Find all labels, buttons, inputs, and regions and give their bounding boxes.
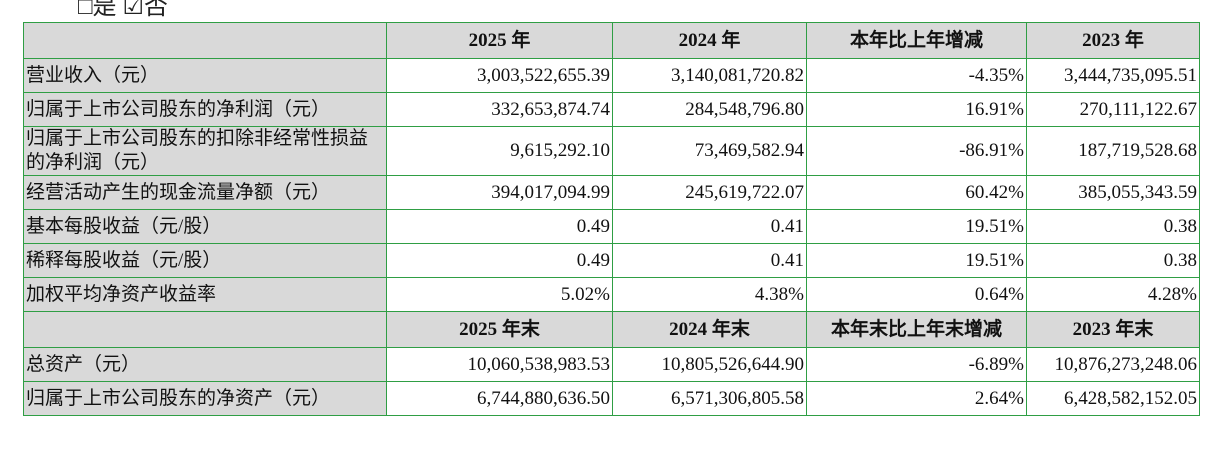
data-row: 稀释每股收益（元/股） 0.49 0.41 19.51% 0.38 — [23, 243, 1200, 278]
value-cell: 6,744,880,636.50 — [386, 381, 613, 416]
value-cell: 3,444,735,095.51 — [1026, 58, 1200, 93]
value-cell: 0.41 — [612, 209, 807, 244]
value-cell: 5.02% — [386, 277, 613, 312]
value-cell: 19.51% — [806, 243, 1027, 278]
value-cell: 0.38 — [1026, 209, 1200, 244]
table-body: 2025 年 2024 年本年比上年增减 2023 年营业收入（元） 3,003,52… — [23, 22, 1200, 416]
header-cell — [23, 22, 387, 59]
value-cell: 385,055,343.59 — [1026, 175, 1200, 210]
value-cell: 284,548,796.80 — [612, 92, 807, 127]
value-cell: 270,111,122.67 — [1026, 92, 1200, 127]
value-cell: 10,876,273,248.06 — [1026, 347, 1200, 382]
data-row: 归属于上市公司股东的净利润（元） 332,653,874.74 284,548,79… — [23, 92, 1200, 127]
value-cell: 0.38 — [1026, 243, 1200, 278]
header-cell: 2023 年 — [1026, 22, 1200, 59]
value-cell: 60.42% — [806, 175, 1027, 210]
row-label: 归属于上市公司股东的净资产（元） — [23, 381, 387, 416]
value-cell: 10,060,538,983.53 — [386, 347, 613, 382]
data-row: 加权平均净资产收益率 5.02% 4.38% 0.64% 4.28% — [23, 277, 1200, 312]
header-row: 2025 年末 2024 年末 本年末比上年末增减 2023 年末 — [23, 311, 1200, 348]
data-row: 归属于上市公司股东的净资产（元） 6,744,880,636.50 6,571,30… — [23, 381, 1200, 416]
row-label: 经营活动产生的现金流量净额（元） — [23, 175, 387, 210]
value-cell: 0.49 — [386, 243, 613, 278]
header-cell: 本年末比上年末增减 — [806, 311, 1027, 348]
row-label: 总资产（元） — [23, 347, 387, 382]
value-cell: 73,469,582.94 — [612, 126, 807, 176]
value-cell: 10,805,526,644.90 — [612, 347, 807, 382]
value-cell: 9,615,292.10 — [386, 126, 613, 176]
data-row: 营业收入（元） 3,003,522,655.39 3,140,081,720.82-… — [23, 58, 1200, 93]
value-cell: -4.35% — [806, 58, 1027, 93]
value-cell: 6,571,306,805.58 — [612, 381, 807, 416]
value-cell: -6.89% — [806, 347, 1027, 382]
value-cell: 6,428,582,152.05 — [1026, 381, 1200, 416]
header-cell: 2025 年末 — [386, 311, 613, 348]
value-cell: 3,003,522,655.39 — [386, 58, 613, 93]
financial-table: 2025 年 2024 年本年比上年增减 2023 年营业收入（元） 3,003,52… — [23, 22, 1200, 416]
value-cell: -86.91% — [806, 126, 1027, 176]
top-text: □是 ☑否 — [78, 0, 169, 20]
header-cell: 2024 年末 — [612, 311, 807, 348]
data-row: 总资产（元） 10,060,538,983.53 10,805,526,644.90… — [23, 347, 1200, 382]
row-label: 基本每股收益（元/股） — [23, 209, 387, 244]
value-cell: 245,619,722.07 — [612, 175, 807, 210]
value-cell: 19.51% — [806, 209, 1027, 244]
data-row: 归属于上市公司股东的扣除非经常性损益的净利润（元） 9,615,292.10 73,… — [23, 126, 1200, 176]
value-cell: 3,140,081,720.82 — [612, 58, 807, 93]
row-label: 加权平均净资产收益率 — [23, 277, 387, 312]
value-cell: 332,653,874.74 — [386, 92, 613, 127]
header-cell: 本年比上年增减 — [806, 22, 1027, 59]
row-label: 稀释每股收益（元/股） — [23, 243, 387, 278]
value-cell: 4.28% — [1026, 277, 1200, 312]
header-cell: 2023 年末 — [1026, 311, 1200, 348]
value-cell: 16.91% — [806, 92, 1027, 127]
value-cell: 0.64% — [806, 277, 1027, 312]
row-label: 归属于上市公司股东的扣除非经常性损益的净利润（元） — [23, 126, 387, 176]
value-cell: 4.38% — [612, 277, 807, 312]
data-row: 基本每股收益（元/股） 0.49 0.41 19.51% 0.38 — [23, 209, 1200, 244]
row-label: 归属于上市公司股东的净利润（元） — [23, 92, 387, 127]
header-cell: 2024 年 — [612, 22, 807, 59]
value-cell: 0.49 — [386, 209, 613, 244]
value-cell: 187,719,528.68 — [1026, 126, 1200, 176]
header-cell — [23, 311, 387, 348]
value-cell: 394,017,094.99 — [386, 175, 613, 210]
row-label: 营业收入（元） — [23, 58, 387, 93]
value-cell: 2.64% — [806, 381, 1027, 416]
data-row: 经营活动产生的现金流量净额（元） 394,017,094.99 245,619,72… — [23, 175, 1200, 210]
header-cell: 2025 年 — [386, 22, 613, 59]
value-cell: 0.41 — [612, 243, 807, 278]
header-row: 2025 年 2024 年本年比上年增减 2023 年 — [23, 22, 1200, 59]
